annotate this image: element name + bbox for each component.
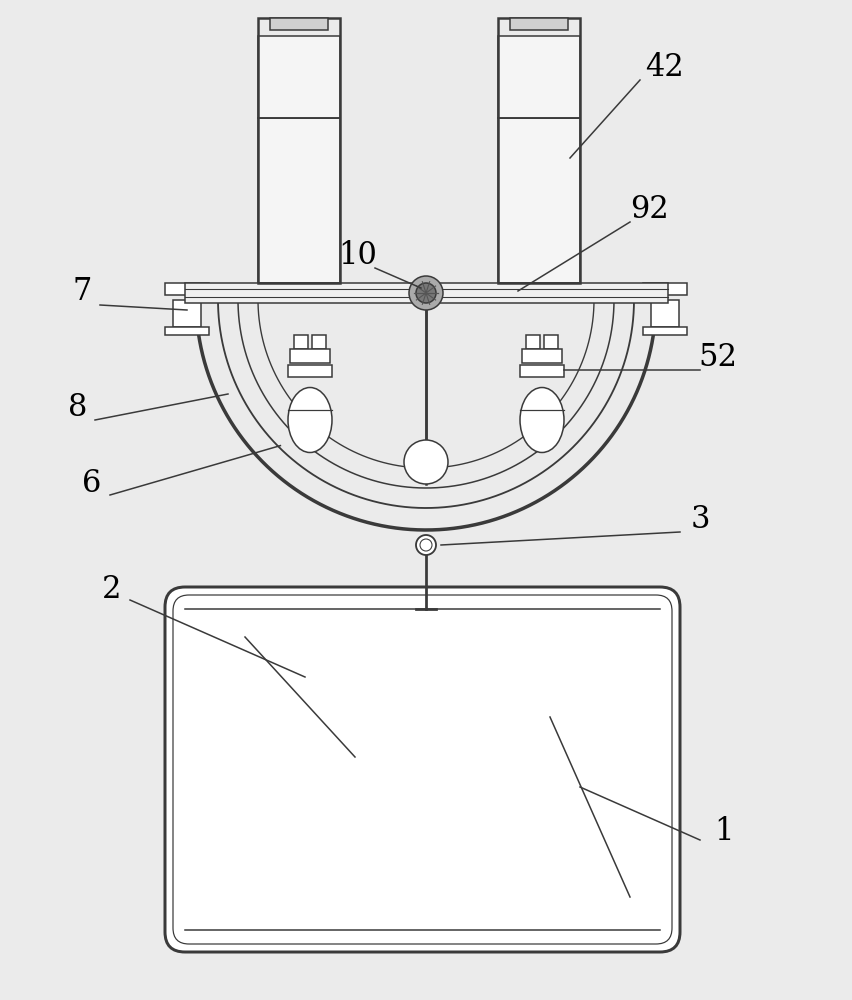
Bar [521, 349, 561, 363]
Bar [498, 118, 579, 283]
Text: 92: 92 [630, 194, 669, 226]
Bar [270, 18, 328, 30]
FancyBboxPatch shape [164, 587, 679, 952]
Text: 6: 6 [82, 468, 101, 498]
Bar [173, 300, 201, 327]
Circle shape [416, 535, 435, 555]
Bar [526, 335, 539, 349]
Bar [312, 335, 325, 349]
Text: 42: 42 [645, 52, 683, 84]
Text: 8: 8 [68, 392, 88, 424]
Circle shape [416, 283, 435, 303]
Text: 7: 7 [72, 276, 91, 308]
Ellipse shape [288, 387, 331, 452]
Text: 1: 1 [713, 816, 733, 848]
Bar [498, 18, 579, 283]
Bar [509, 18, 567, 30]
Bar [498, 36, 579, 118]
Bar [164, 327, 209, 335]
Circle shape [419, 539, 431, 551]
Bar [650, 300, 678, 327]
Bar [257, 36, 340, 118]
Text: 52: 52 [698, 342, 737, 373]
Bar [164, 283, 209, 295]
Text: 3: 3 [689, 504, 709, 536]
Text: 2: 2 [102, 574, 122, 605]
Bar [544, 335, 557, 349]
Bar [185, 283, 667, 303]
Bar [288, 365, 331, 377]
Text: 10: 10 [338, 239, 377, 270]
Ellipse shape [520, 387, 563, 452]
Bar [290, 349, 330, 363]
Bar [642, 283, 686, 295]
Bar [257, 18, 340, 283]
Bar [642, 327, 686, 335]
Circle shape [404, 440, 447, 484]
Bar [257, 118, 340, 283]
Bar [294, 335, 308, 349]
Bar [520, 365, 563, 377]
Circle shape [408, 276, 442, 310]
